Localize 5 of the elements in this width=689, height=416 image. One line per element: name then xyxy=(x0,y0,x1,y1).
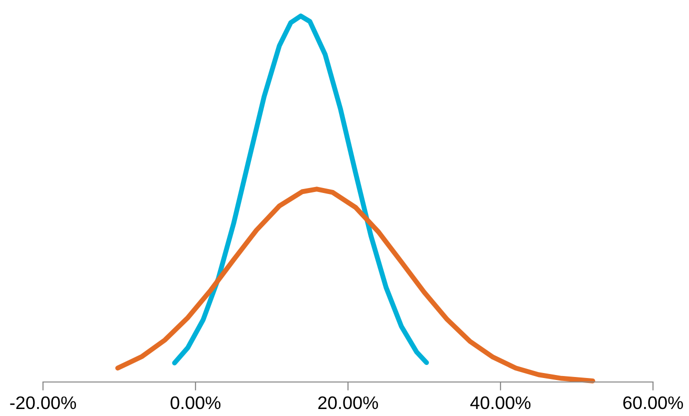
x-tick-label: -20.00% xyxy=(10,396,76,410)
x-tick-label: 60.00% xyxy=(623,396,683,410)
x-tick-label: 0.00% xyxy=(170,396,220,410)
x-tick-label: 20.00% xyxy=(318,396,378,410)
x-tick-label: 40.00% xyxy=(470,396,530,410)
